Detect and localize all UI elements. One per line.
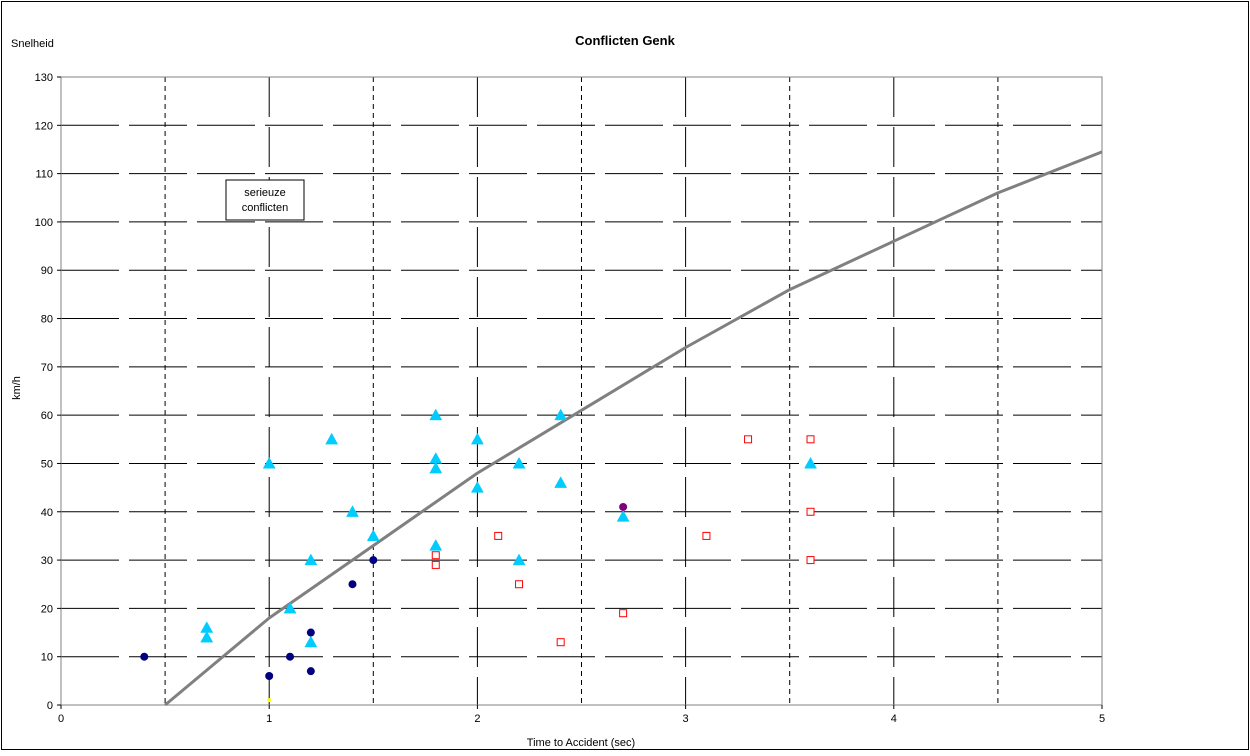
circle-point	[369, 556, 378, 565]
marker-layer	[140, 408, 817, 703]
y-axis-top-label: Snelheid	[11, 38, 54, 50]
x-tick-label: 5	[1099, 713, 1105, 725]
square-point	[806, 507, 815, 516]
circle-point	[306, 628, 315, 637]
circle-point	[306, 667, 315, 676]
triangle-point	[262, 456, 276, 469]
triangle-point	[304, 635, 318, 648]
square-point	[702, 531, 711, 540]
curve-layer	[164, 150, 1103, 707]
annotation-line-2: conflicten	[242, 202, 288, 214]
small-point	[267, 698, 272, 703]
square-point	[431, 560, 440, 569]
annotation-box-frame	[225, 179, 305, 221]
circle-point	[619, 502, 628, 511]
triangle-point	[283, 601, 297, 614]
tick-layer: 0 10 20 30 40 50 60 70 80 90 100 110 120 130 0 1 2 3 4 5	[35, 72, 1105, 725]
circle-point	[286, 652, 295, 661]
y-tick-label: 10	[41, 652, 53, 664]
triangle-point	[366, 529, 380, 541]
y-tick-label: 70	[41, 362, 53, 374]
triangle-point	[512, 456, 526, 469]
triangle-point	[470, 481, 484, 493]
y-tick-label: 0	[47, 700, 53, 712]
y-tick-label: 80	[41, 314, 53, 326]
y-tick-label: 100	[35, 217, 53, 229]
y-tick-label: 130	[35, 72, 53, 84]
annotation-box: serieuze conflicten	[225, 179, 305, 221]
triangle-point	[429, 461, 443, 474]
y-tick-label: 50	[41, 458, 53, 470]
x-axis-label: Time to Accident (sec)	[527, 737, 635, 749]
circle-point	[348, 580, 357, 589]
y-tick-label: 30	[41, 555, 53, 567]
x-tick-label: 0	[58, 713, 64, 725]
square-point	[806, 556, 815, 565]
y-tick-label: 40	[41, 507, 53, 519]
x-tick-label: 4	[891, 713, 897, 725]
x-tick-label: 1	[266, 713, 272, 725]
square-point	[431, 551, 440, 560]
x-tick-label: 3	[683, 713, 689, 725]
triangle-point	[470, 432, 484, 445]
triangle-point	[304, 553, 318, 566]
threshold-curve	[164, 150, 1103, 707]
y-axis-label: km/h	[11, 376, 23, 400]
square-point	[619, 609, 628, 618]
circle-point	[140, 652, 149, 661]
y-tick-label: 20	[41, 603, 53, 615]
triangle-point	[325, 432, 339, 445]
triangle-point	[616, 510, 630, 522]
square-point	[556, 638, 565, 647]
triangle-point	[554, 408, 568, 421]
annotation-line-1: serieuze	[244, 187, 286, 199]
y-tick-label: 60	[41, 410, 53, 422]
y-tick-label: 110	[35, 169, 53, 181]
square-point	[515, 580, 524, 589]
triangle-point	[554, 476, 568, 488]
triangle-point	[429, 408, 443, 421]
triangle-point	[429, 539, 443, 551]
circle-point	[265, 672, 274, 681]
x-tick-label: 2	[474, 713, 480, 725]
triangle-point	[512, 553, 526, 566]
y-tick-label: 90	[41, 265, 53, 277]
square-point	[806, 435, 815, 444]
y-tick-label: 120	[35, 120, 53, 132]
chart-title: Conflicten Genk	[575, 33, 675, 48]
square-point	[494, 531, 503, 540]
triangle-point	[200, 630, 214, 643]
plot-area-border	[60, 76, 1103, 706]
grid-layer	[61, 77, 1102, 705]
triangle-point	[804, 456, 817, 469]
triangle-point	[346, 505, 359, 517]
square-point	[744, 435, 753, 444]
